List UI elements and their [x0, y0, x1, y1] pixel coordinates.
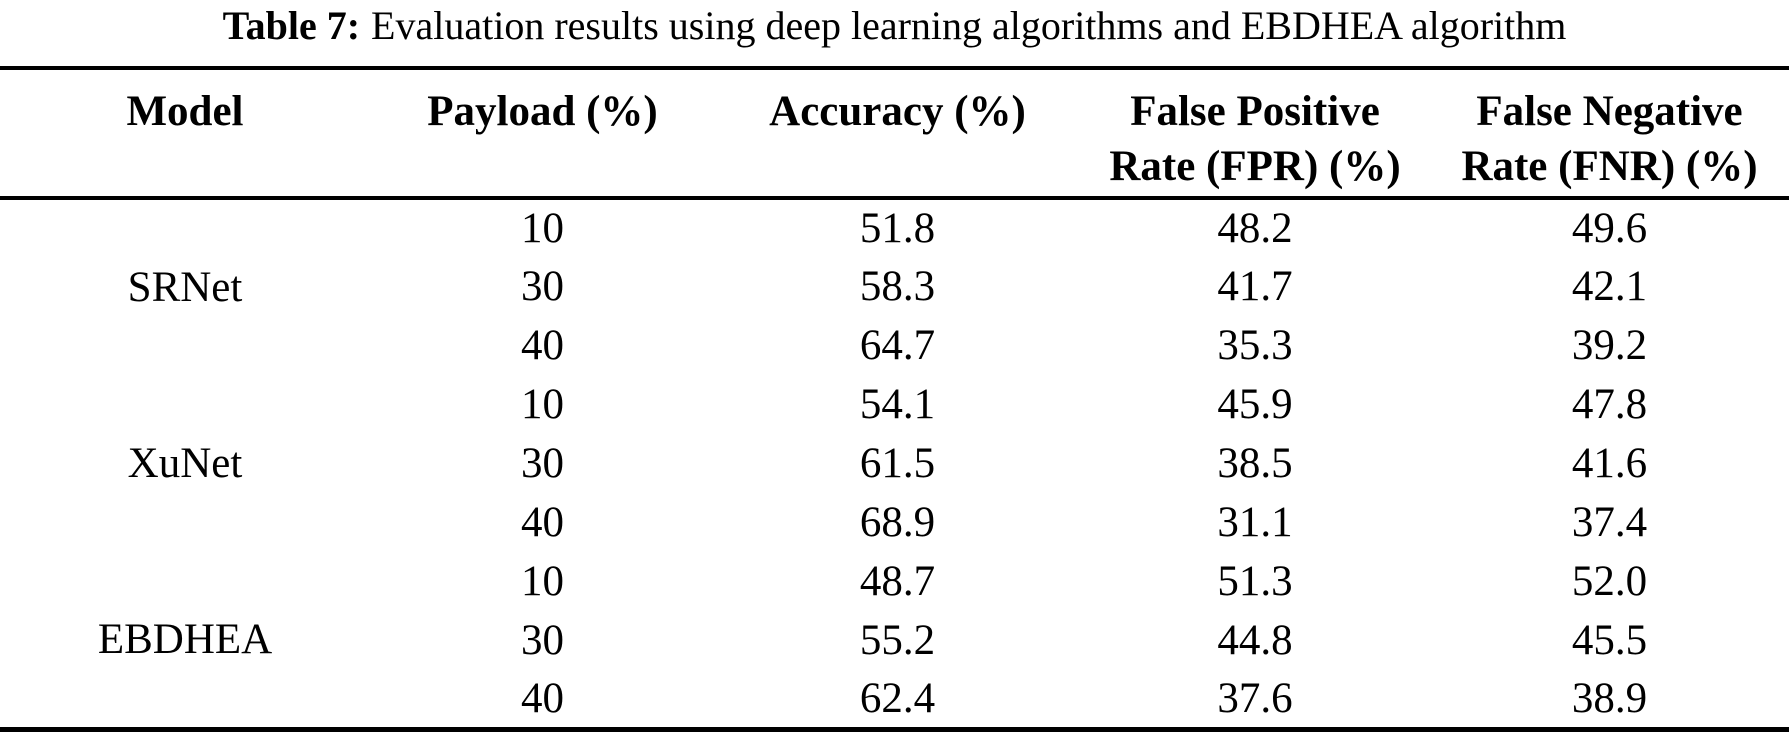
fpr-cell: 48.2 [1217, 205, 1293, 252]
fnr-cell: 41.6 [1571, 440, 1648, 487]
header-fpr-line1: False Positive [1130, 88, 1380, 135]
table-row: XuNet 10 54.1 45.9 47.8 [0, 375, 1789, 487]
fpr-cell: 37.6 [1217, 674, 1293, 722]
table-row: 30 58.3 41.7 42.1 [0, 257, 1789, 316]
table-row: 30 61.5 38.5 41.6 [0, 434, 1789, 493]
accuracy-cell: 64.7 [859, 322, 936, 369]
accuracy-cell: 54.1 [859, 381, 936, 428]
header-fnr-line2: Rate (FNR) (%) [1461, 143, 1758, 191]
accuracy-cell: 48.7 [859, 558, 936, 605]
fpr-cell: 45.9 [1217, 381, 1293, 428]
accuracy-cell: 51.8 [859, 205, 936, 252]
payload-cell: 10 [521, 381, 564, 428]
fnr-cell: 47.8 [1571, 381, 1648, 428]
model-name-ebdhea: EBDHEA [97, 615, 273, 663]
payload-cell: 10 [521, 558, 564, 605]
header-fpr: False Positive Rate (FPR) (%) [1080, 66, 1430, 200]
table-row: 40 64.7 35.3 39.2 [0, 316, 1789, 375]
header-payload: Payload (%) [370, 66, 715, 200]
accuracy-cell: 68.9 [859, 499, 936, 546]
fpr-cell: 44.8 [1217, 617, 1293, 664]
payload-cell: 40 [521, 499, 564, 546]
table-row: 40 68.9 31.1 37.4 [0, 493, 1789, 552]
payload-cell: 30 [521, 617, 564, 664]
fpr-cell: 35.3 [1217, 322, 1293, 369]
header-model: Model [0, 66, 370, 200]
fnr-cell: 45.5 [1571, 617, 1648, 664]
evaluation-results-table: Model Payload (%) Accuracy (%) False Pos… [0, 66, 1789, 732]
accuracy-cell: 55.2 [859, 617, 936, 664]
payload-cell: 30 [521, 263, 564, 310]
table-row: 30 55.2 44.8 45.5 [0, 611, 1789, 670]
payload-cell: 10 [521, 205, 564, 252]
accuracy-cell: 61.5 [859, 440, 936, 487]
header-fnr: False Negative Rate (FNR) (%) [1430, 66, 1789, 200]
accuracy-cell: 58.3 [859, 263, 936, 310]
fpr-cell: 31.1 [1217, 499, 1293, 546]
table-caption-label: Table 7: [222, 3, 361, 48]
header-fnr-line1: False Negative [1476, 88, 1743, 135]
table-row: SRNet 10 51.8 48.2 49.6 [0, 198, 1789, 311]
header-fpr-line2: Rate (FPR) (%) [1109, 143, 1401, 191]
fnr-cell: 52.0 [1571, 558, 1648, 605]
payload-cell: 30 [521, 440, 564, 487]
fnr-cell: 37.4 [1571, 499, 1648, 546]
table-header-row: Model Payload (%) Accuracy (%) False Pos… [0, 66, 1789, 200]
table-row: 40 62.4 37.6 38.9 [0, 670, 1789, 729]
payload-cell: 40 [521, 674, 564, 722]
fpr-cell: 51.3 [1217, 558, 1293, 605]
table-caption-text: Evaluation results using deep learning a… [371, 3, 1567, 48]
fpr-cell: 41.7 [1217, 263, 1293, 310]
model-name-srnet: SRNet [127, 264, 243, 311]
header-accuracy: Accuracy (%) [715, 66, 1080, 200]
accuracy-cell: 62.4 [859, 674, 936, 722]
fnr-cell: 38.9 [1571, 674, 1648, 722]
fnr-cell: 39.2 [1571, 322, 1648, 369]
fpr-cell: 38.5 [1217, 440, 1293, 487]
model-name-xunet: XuNet [127, 440, 243, 487]
payload-cell: 40 [521, 322, 564, 369]
fnr-cell: 49.6 [1571, 205, 1648, 252]
table-row: EBDHEA 10 48.7 51.3 52.0 [0, 552, 1789, 663]
fnr-cell: 42.1 [1571, 263, 1648, 310]
table-caption: Table 7: Evaluation results using deep l… [0, 0, 1789, 66]
